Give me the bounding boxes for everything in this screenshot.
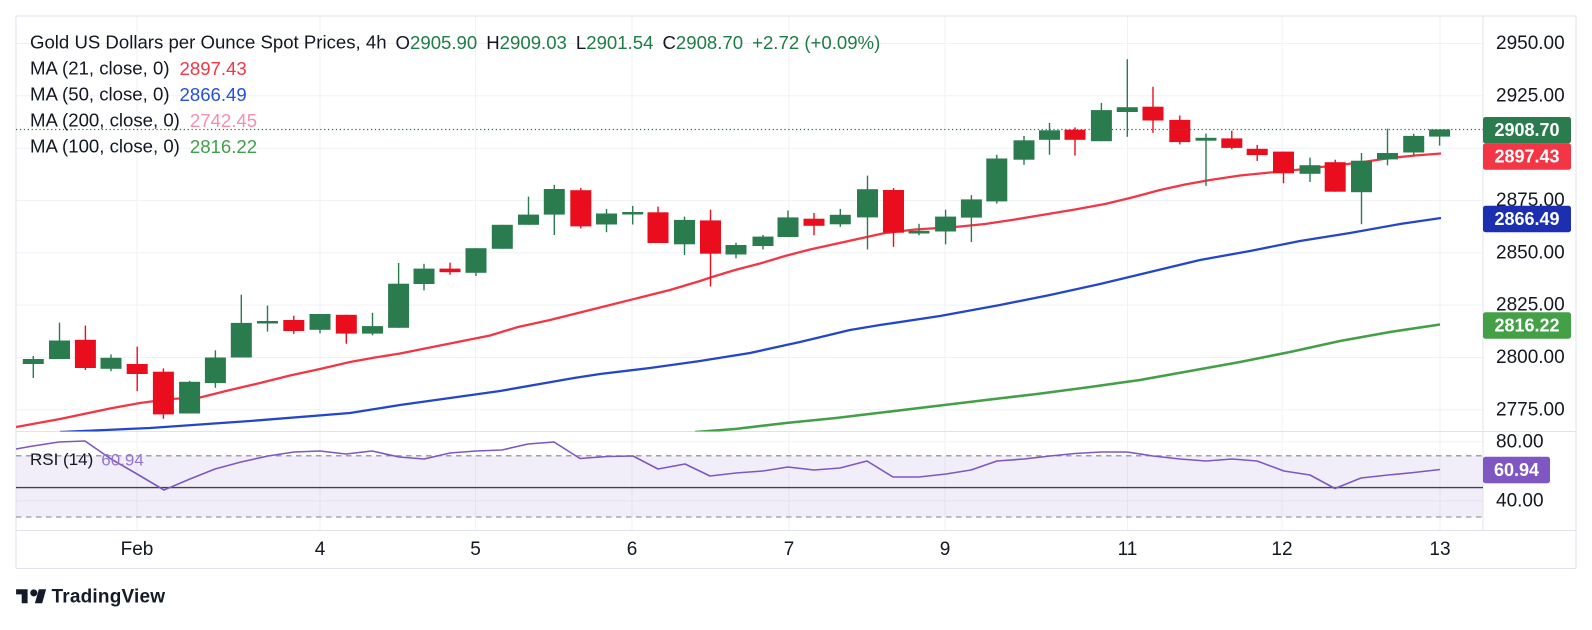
- svg-text:2825.00: 2825.00: [1496, 295, 1565, 316]
- svg-text:2816.22: 2816.22: [1494, 316, 1559, 336]
- svg-text:2925.00: 2925.00: [1496, 85, 1565, 106]
- svg-text:13: 13: [1429, 539, 1450, 560]
- svg-text:2800.00: 2800.00: [1496, 347, 1565, 368]
- svg-text:6: 6: [627, 539, 638, 560]
- svg-text:MA (50, close, 0)2866.49: MA (50, close, 0) 2866.49: [30, 84, 247, 105]
- svg-text:60.94: 60.94: [1494, 460, 1539, 480]
- svg-text:2897.43: 2897.43: [1494, 147, 1559, 167]
- svg-text:11: 11: [1118, 539, 1138, 560]
- svg-text:2850.00: 2850.00: [1496, 242, 1565, 263]
- svg-text:TradingView: TradingView: [52, 586, 166, 607]
- svg-text:2866.49: 2866.49: [1494, 209, 1559, 229]
- svg-text:MA (21, close, 0)2897.43: MA (21, close, 0) 2897.43: [30, 58, 247, 79]
- svg-text:80.00: 80.00: [1496, 431, 1544, 452]
- svg-text:4: 4: [315, 539, 326, 560]
- svg-text:MA (100, close, 0)2816.22: MA (100, close, 0) 2816.22: [30, 136, 257, 157]
- svg-text:2875.00: 2875.00: [1496, 190, 1565, 211]
- svg-text:5: 5: [470, 539, 481, 560]
- svg-text:2908.70: 2908.70: [1494, 120, 1559, 140]
- svg-text:9: 9: [940, 539, 951, 560]
- svg-text:7: 7: [784, 539, 795, 560]
- svg-text:RSI (14)60.94: RSI (14) 60.94: [30, 450, 144, 469]
- svg-text:Gold US Dollars per Ounce Spot: Gold US Dollars per Ounce Spot Prices, 4…: [30, 32, 880, 53]
- svg-text:2950.00: 2950.00: [1496, 33, 1565, 54]
- svg-text:MA (200, close, 0)2742.45: MA (200, close, 0) 2742.45: [30, 110, 257, 131]
- svg-text:40.00: 40.00: [1496, 490, 1544, 511]
- svg-text:Feb: Feb: [121, 539, 154, 560]
- svg-text:2775.00: 2775.00: [1496, 399, 1565, 420]
- svg-text:12: 12: [1271, 539, 1292, 560]
